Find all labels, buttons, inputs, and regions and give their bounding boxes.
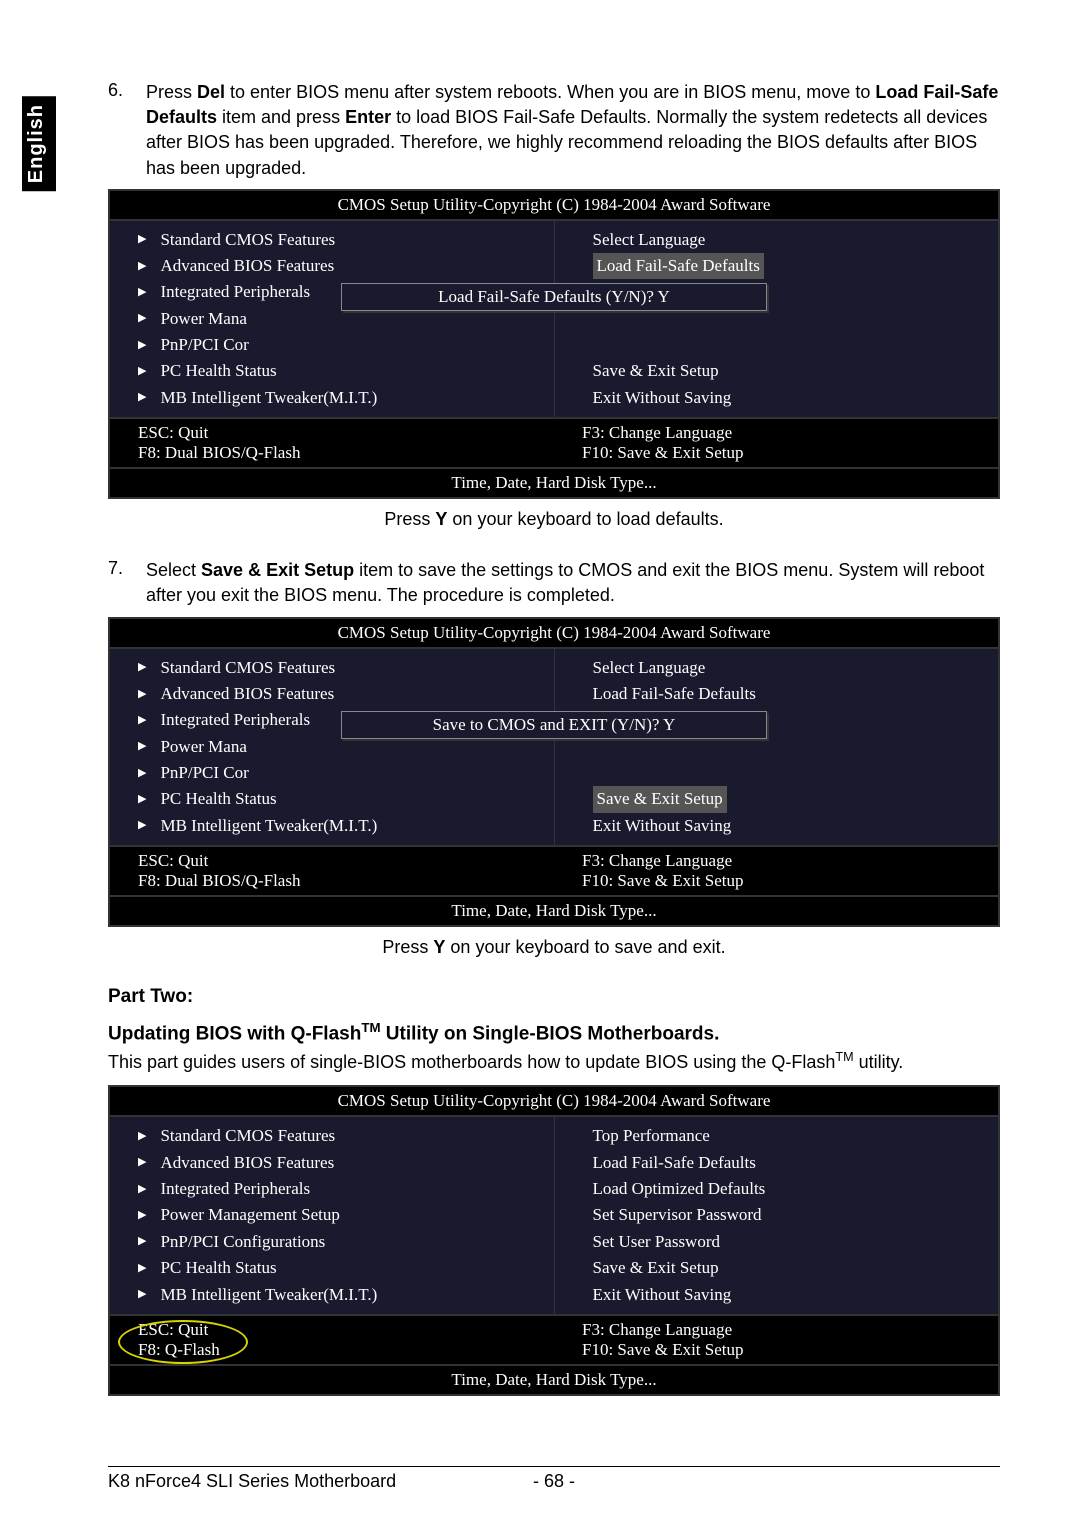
- page-footer: K8 nForce4 SLI Series Motherboard - 68 -: [108, 1466, 1000, 1492]
- bios-left-item: ▶PnP/PCI Configurations: [138, 1229, 534, 1255]
- bios-dialog: Save to CMOS and EXIT (Y/N)? Y: [341, 711, 767, 739]
- bios-left-item: ▶PnP/PCI Cor: [138, 760, 534, 786]
- footer-f8: F8: Q-Flash: [138, 1340, 534, 1360]
- triangle-icon: ▶: [138, 765, 146, 782]
- triangle-icon: ▶: [138, 738, 146, 755]
- bios-left-item: ▶MB Intelligent Tweaker(M.I.T.): [138, 813, 534, 839]
- bios-left-item: ▶PnP/PCI Cor: [138, 332, 534, 358]
- bios-footer: ESC: Quit F8: Dual BIOS/Q-Flash F3: Chan…: [110, 847, 998, 897]
- bios-title: CMOS Setup Utility-Copyright (C) 1984-20…: [110, 1087, 998, 1117]
- triangle-icon: ▶: [138, 1233, 146, 1250]
- footer-f10: F10: Save & Exit Setup: [582, 871, 978, 891]
- triangle-icon: ▶: [138, 712, 146, 729]
- bios-help: Time, Date, Hard Disk Type...: [110, 1366, 998, 1394]
- step-6: 6. Press Del to enter BIOS menu after sy…: [108, 80, 1000, 181]
- footer-f3: F3: Change Language: [582, 423, 978, 443]
- bios-right-item: Save & Exit Setup: [583, 1255, 979, 1281]
- step-7-text: Select Save & Exit Setup item to save th…: [146, 558, 1000, 608]
- bios-left-item: ▶Standard CMOS Features: [138, 655, 534, 681]
- bios-title: CMOS Setup Utility-Copyright (C) 1984-20…: [110, 191, 998, 221]
- footer-f10: F10: Save & Exit Setup: [582, 1340, 978, 1360]
- bios-left-item: ▶PC Health Status: [138, 786, 534, 812]
- bios-title: CMOS Setup Utility-Copyright (C) 1984-20…: [110, 619, 998, 649]
- bios-right-item: [583, 332, 979, 358]
- bios-left-item: ▶Standard CMOS Features: [138, 1123, 534, 1149]
- triangle-icon: ▶: [138, 231, 146, 248]
- bios-dialog: Load Fail-Safe Defaults (Y/N)? Y: [341, 283, 767, 311]
- triangle-icon: ▶: [138, 1286, 146, 1303]
- triangle-icon: ▶: [138, 1260, 146, 1277]
- footer-f3: F3: Change Language: [582, 1320, 978, 1340]
- bios-right-item: Exit Without Saving: [583, 813, 979, 839]
- bios-left-item: ▶Standard CMOS Features: [138, 227, 534, 253]
- step-7-num: 7.: [108, 558, 146, 608]
- triangle-icon: ▶: [138, 1154, 146, 1171]
- bios-right-item: Exit Without Saving: [583, 1282, 979, 1308]
- bios-right-item: Load Fail-Safe Defaults: [583, 681, 979, 707]
- bios-right-item: Save & Exit Setup: [583, 358, 979, 384]
- footer-page-number: - 68 -: [514, 1471, 594, 1492]
- bios-right-item: Top Performance: [583, 1123, 979, 1149]
- footer-f3: F3: Change Language: [582, 851, 978, 871]
- triangle-icon: ▶: [138, 1128, 146, 1145]
- bios-left-item: ▶MB Intelligent Tweaker(M.I.T.): [138, 1282, 534, 1308]
- triangle-icon: ▶: [138, 389, 146, 406]
- part-two-title: Updating BIOS with Q-FlashTM Utility on …: [108, 1020, 1000, 1045]
- bios-right-item: [583, 760, 979, 786]
- footer-f10: F10: Save & Exit Setup: [582, 443, 978, 463]
- triangle-icon: ▶: [138, 817, 146, 834]
- part-two-head: Part Two:: [108, 986, 1000, 1008]
- bios-right-item-highlight: Load Fail-Safe Defaults: [583, 253, 979, 279]
- bios-left-item: ▶Power Management Setup: [138, 1202, 534, 1228]
- bios-left-item: ▶Advanced BIOS Features: [138, 681, 534, 707]
- bios-footer: ESC: Quit F8: Dual BIOS/Q-Flash F3: Chan…: [110, 419, 998, 469]
- step-6-num: 6.: [108, 80, 146, 181]
- bios-right-item: Load Fail-Safe Defaults: [583, 1150, 979, 1176]
- bios-help: Time, Date, Hard Disk Type...: [110, 469, 998, 497]
- bios-right-item: Set User Password: [583, 1229, 979, 1255]
- bios-left-item: ▶PC Health Status: [138, 358, 534, 384]
- bios-left-item: ▶Advanced BIOS Features: [138, 1150, 534, 1176]
- triangle-icon: ▶: [138, 686, 146, 703]
- bios-screen-2: CMOS Setup Utility-Copyright (C) 1984-20…: [108, 617, 1000, 927]
- main-content: 6. Press Del to enter BIOS menu after sy…: [108, 80, 1000, 1396]
- caption-2: Press Y on your keyboard to save and exi…: [108, 937, 1000, 958]
- footer-f8: F8: Dual BIOS/Q-Flash: [138, 871, 534, 891]
- bios-right-item: Load Optimized Defaults: [583, 1176, 979, 1202]
- caption-1: Press Y on your keyboard to load default…: [108, 509, 1000, 530]
- footer-esc: ESC: Quit: [138, 851, 534, 871]
- bios-screen-3: CMOS Setup Utility-Copyright (C) 1984-20…: [108, 1085, 1000, 1395]
- part-two-intro: This part guides users of single-BIOS mo…: [108, 1049, 1000, 1075]
- bios-left-item: ▶PC Health Status: [138, 1255, 534, 1281]
- triangle-icon: ▶: [138, 659, 146, 676]
- triangle-icon: ▶: [138, 310, 146, 327]
- step-6-text: Press Del to enter BIOS menu after syste…: [146, 80, 1000, 181]
- bios-help: Time, Date, Hard Disk Type...: [110, 897, 998, 925]
- bios-left-item: ▶Integrated Peripherals: [138, 1176, 534, 1202]
- bios-right-item: Select Language: [583, 227, 979, 253]
- triangle-icon: ▶: [138, 1181, 146, 1198]
- triangle-icon: ▶: [138, 284, 146, 301]
- bios-right-item-highlight: Save & Exit Setup: [583, 786, 979, 812]
- bios-left-item: ▶Advanced BIOS Features: [138, 253, 534, 279]
- bios-right-item: Select Language: [583, 655, 979, 681]
- step-7: 7. Select Save & Exit Setup item to save…: [108, 558, 1000, 608]
- triangle-icon: ▶: [138, 791, 146, 808]
- bios-left-item: ▶MB Intelligent Tweaker(M.I.T.): [138, 385, 534, 411]
- footer-product: K8 nForce4 SLI Series Motherboard: [108, 1471, 514, 1492]
- bios-right-item: Set Supervisor Password: [583, 1202, 979, 1228]
- triangle-icon: ▶: [138, 363, 146, 380]
- bios-footer: ESC: Quit F8: Q-Flash F3: Change Languag…: [110, 1316, 998, 1366]
- triangle-icon: ▶: [138, 337, 146, 354]
- triangle-icon: ▶: [138, 258, 146, 275]
- triangle-icon: ▶: [138, 1207, 146, 1224]
- bios-right-item: Exit Without Saving: [583, 385, 979, 411]
- footer-f8: F8: Dual BIOS/Q-Flash: [138, 443, 534, 463]
- footer-esc: ESC: Quit: [138, 423, 534, 443]
- footer-esc: ESC: Quit: [138, 1320, 534, 1340]
- bios-screen-1: CMOS Setup Utility-Copyright (C) 1984-20…: [108, 189, 1000, 499]
